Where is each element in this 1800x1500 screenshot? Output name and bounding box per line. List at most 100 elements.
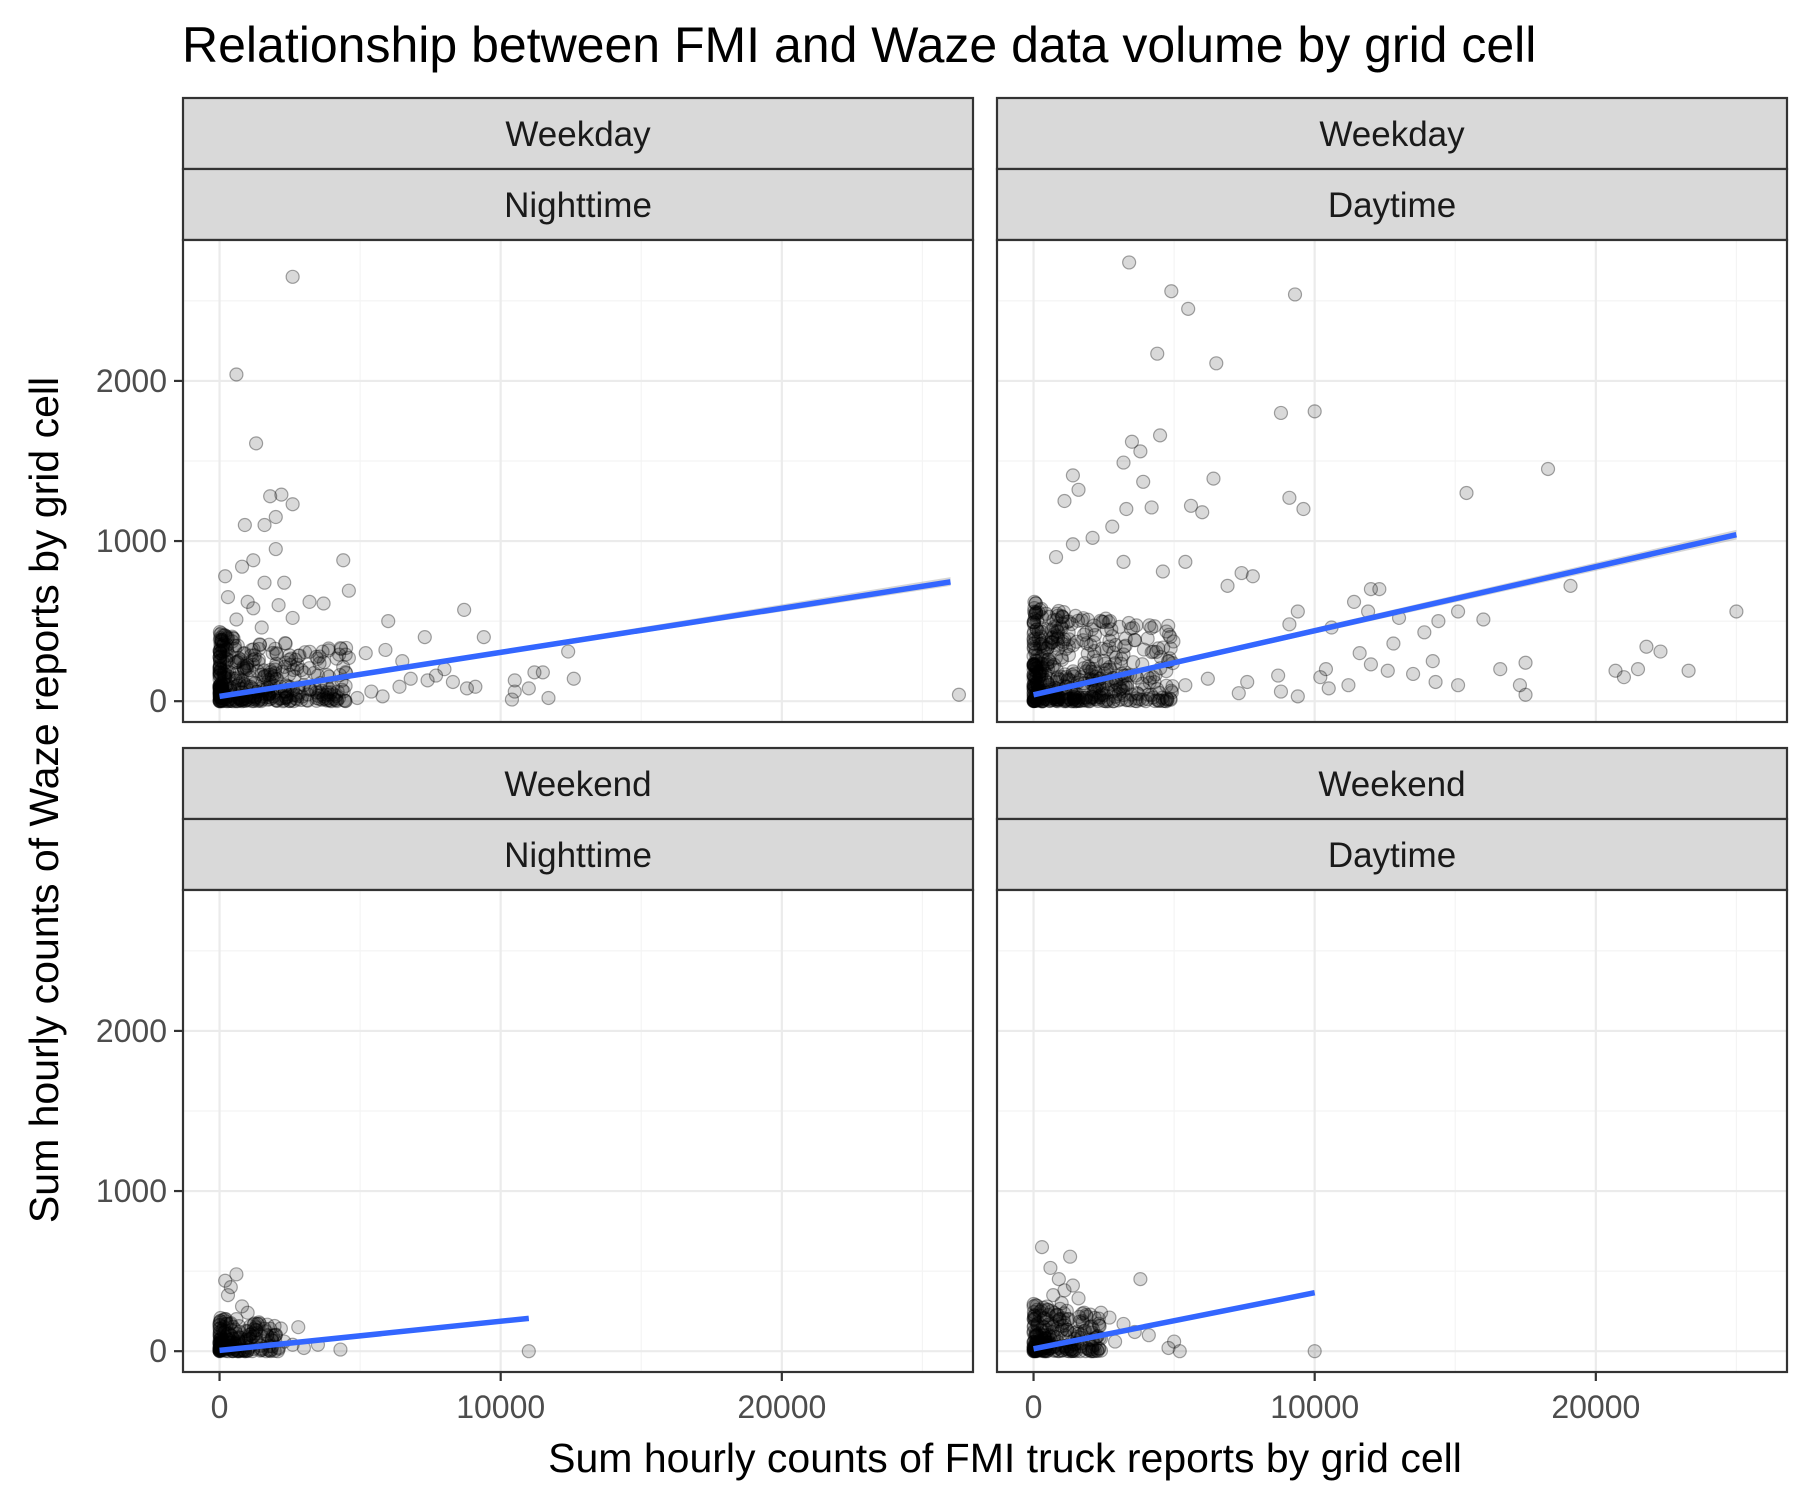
scatter-point xyxy=(227,1322,243,1337)
scatter-point xyxy=(212,632,227,648)
scatter-point xyxy=(1081,659,1096,674)
scatter-point xyxy=(1058,669,1074,685)
scatter-point xyxy=(1044,635,1059,651)
scatter-point xyxy=(262,637,277,652)
scatter-point xyxy=(1087,1343,1102,1359)
scatter-point xyxy=(1106,645,1121,660)
scatter-point xyxy=(251,641,267,657)
scatter-point xyxy=(1027,657,1042,672)
scatter-point xyxy=(1045,659,1060,674)
facet-panel-2: Weekday Daytime xyxy=(995,96,1789,724)
scatter-point xyxy=(212,1315,227,1330)
scatter-point xyxy=(216,1319,231,1335)
scatter-point xyxy=(215,643,230,659)
scatter-point xyxy=(1040,1302,1055,1317)
scatter-point xyxy=(258,669,273,684)
scatter-point xyxy=(1032,602,1047,617)
scatter-point xyxy=(1040,623,1055,638)
scatter-point xyxy=(1028,653,1043,668)
scatter-point xyxy=(1027,659,1042,674)
scatter-point xyxy=(1028,656,1043,671)
scatter-point xyxy=(1086,689,1101,705)
scatter-point xyxy=(326,691,341,706)
scatter-point xyxy=(1127,632,1142,648)
scatter-point xyxy=(1147,674,1162,690)
scatter-point xyxy=(1038,666,1053,681)
scatter-point xyxy=(260,667,275,683)
scatter-point xyxy=(1035,660,1050,675)
scatter-point xyxy=(1044,631,1060,646)
scatter-point xyxy=(1047,627,1062,642)
scatter-point xyxy=(278,636,293,651)
scatter-point xyxy=(1029,653,1044,668)
scatter-point xyxy=(323,685,339,700)
scatter-point xyxy=(220,1326,235,1342)
scatter-point xyxy=(1027,1307,1042,1323)
panel-background xyxy=(997,240,1787,722)
scatter-point xyxy=(1092,688,1107,703)
scatter-point xyxy=(1045,1324,1060,1339)
scatter-point xyxy=(229,1326,244,1341)
scatter-point xyxy=(1034,1239,1050,1255)
scatter-point xyxy=(1164,683,1179,698)
scatter-point xyxy=(216,638,231,653)
scatter-point xyxy=(281,652,297,668)
scatter-point xyxy=(1030,613,1045,628)
scatter-point xyxy=(217,650,232,665)
scatter-point xyxy=(212,650,227,665)
scatter-point xyxy=(217,670,232,685)
scatter-point xyxy=(1061,632,1077,647)
scatter-point xyxy=(214,626,229,641)
scatter-point xyxy=(283,657,298,672)
scatter-point xyxy=(212,649,227,665)
scatter-point xyxy=(1027,594,1042,609)
scatter-point xyxy=(1036,644,1051,659)
scatter-point xyxy=(457,602,472,618)
scatter-point xyxy=(213,1332,228,1347)
scatter-point xyxy=(213,676,228,692)
scatter-point xyxy=(277,693,292,708)
scatter-point xyxy=(227,655,243,670)
scatter-point xyxy=(222,1327,237,1342)
scatter-point xyxy=(1027,608,1043,623)
scatter-point xyxy=(1030,1327,1045,1343)
scatter-point xyxy=(1065,664,1081,679)
scatter-point xyxy=(1159,694,1174,709)
scatter-point xyxy=(1094,641,1110,656)
scatter-point xyxy=(246,601,261,616)
scatter-point xyxy=(1425,654,1440,669)
scatter-point xyxy=(1027,670,1042,685)
scatter-point xyxy=(217,670,232,686)
scatter-point xyxy=(1032,667,1048,682)
scatter-point xyxy=(1084,1344,1100,1359)
scatter-point xyxy=(1287,287,1303,302)
scatter-point xyxy=(1026,667,1041,683)
scatter-point xyxy=(213,1333,228,1348)
scatter-point xyxy=(239,661,255,676)
scatter-point xyxy=(218,651,234,666)
scatter-point xyxy=(329,693,345,709)
scatter-point xyxy=(274,691,289,706)
scatter-point xyxy=(263,489,278,504)
scatter-point xyxy=(248,1322,263,1337)
scatter-point xyxy=(218,670,233,685)
scatter-point xyxy=(1087,683,1102,698)
scatter-point xyxy=(310,651,325,667)
scatter-point xyxy=(254,667,270,682)
scatter-point xyxy=(1161,1340,1176,1356)
scatter-point xyxy=(1027,669,1042,684)
scatter-point xyxy=(280,689,295,704)
scatter-point xyxy=(1073,693,1088,709)
scatter-point xyxy=(1206,471,1221,486)
scatter-point xyxy=(1068,694,1083,709)
scatter-point xyxy=(1119,693,1134,708)
scatter-point xyxy=(247,651,262,667)
scatter-point xyxy=(278,690,294,705)
scatter-point xyxy=(1630,662,1646,677)
scatter-point xyxy=(217,1311,233,1327)
scatter-point xyxy=(1079,1340,1094,1356)
scatter-point xyxy=(257,575,272,590)
data-marks xyxy=(212,1267,536,1359)
scatter-point xyxy=(231,1319,247,1334)
scatter-point xyxy=(268,541,283,557)
